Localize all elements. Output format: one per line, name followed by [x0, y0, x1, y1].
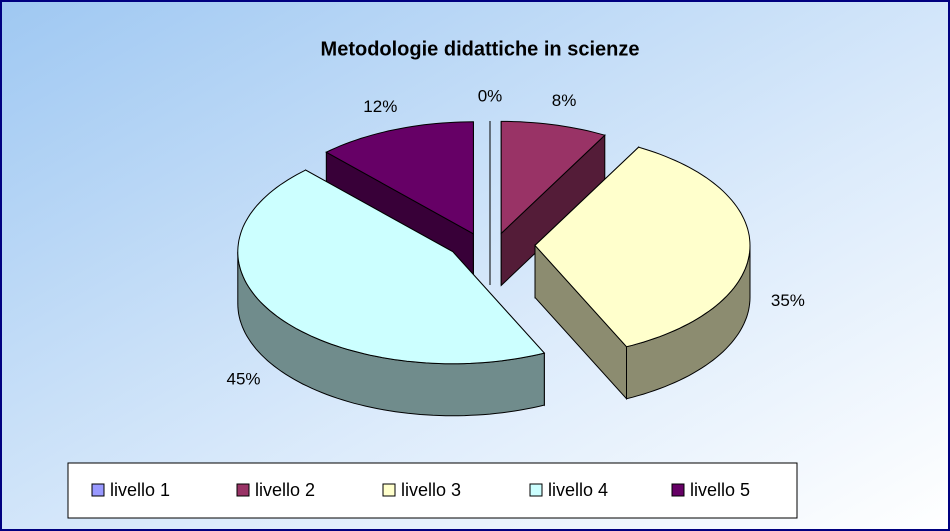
- legend-swatch: [382, 483, 396, 497]
- data-label: 8%: [552, 91, 577, 110]
- legend-label: livello 1: [110, 480, 170, 500]
- legend-swatch: [91, 483, 105, 497]
- data-label: 35%: [771, 291, 805, 310]
- legend: livello 1 livello 2 livello 3 livello 4 live…: [91, 480, 750, 500]
- data-label: 0%: [478, 86, 503, 105]
- legend-label: livello 4: [548, 480, 608, 500]
- chart-title: Metodologie didattiche in scienze: [321, 38, 640, 60]
- slice-top: [325, 121, 474, 235]
- legend-swatch: [529, 483, 543, 497]
- slice-top: [500, 120, 606, 235]
- legend-label: livello 5: [690, 480, 750, 500]
- legend-label: livello 3: [401, 480, 461, 500]
- data-label: 12%: [363, 97, 397, 116]
- legend-swatch: [236, 483, 250, 497]
- data-label: 45%: [226, 370, 260, 389]
- legend-swatch: [671, 483, 685, 497]
- slice-top: [534, 146, 751, 348]
- slice-top: [237, 169, 546, 365]
- slice: [237, 169, 546, 417]
- legend-label: livello 2: [255, 480, 315, 500]
- pie: 0% 8% 12% 35% 45%: [226, 86, 805, 417]
- slice: [534, 146, 751, 400]
- slice: [500, 120, 606, 287]
